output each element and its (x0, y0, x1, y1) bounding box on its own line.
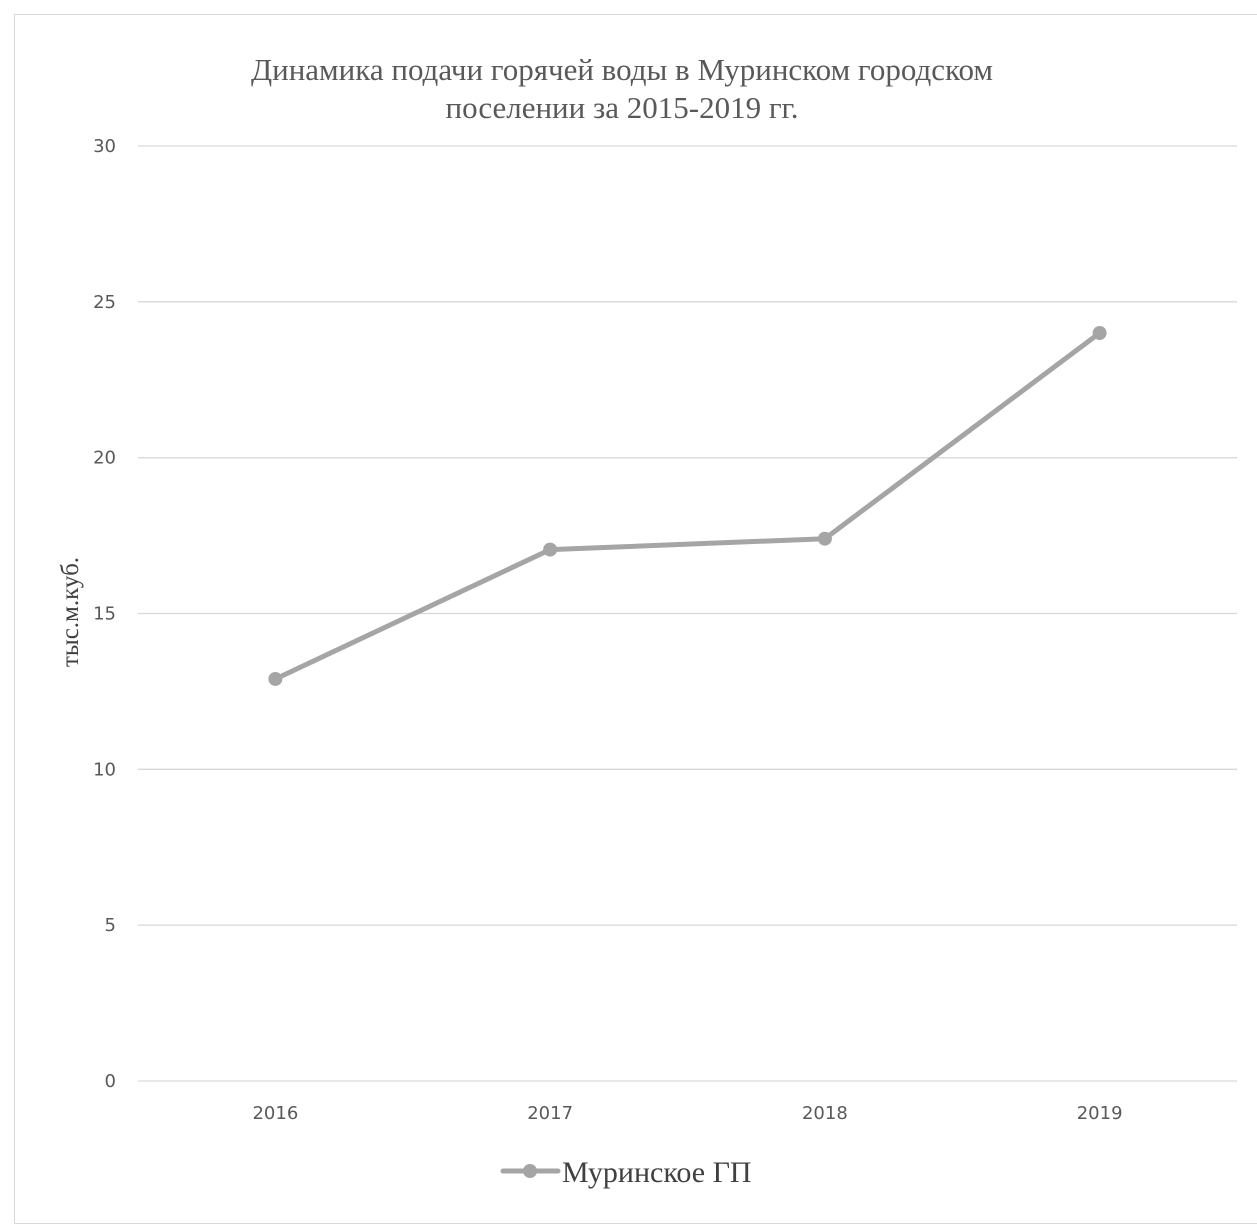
data-point (817, 531, 832, 546)
y-axis-label: тыс.м.куб. (57, 557, 84, 667)
x-tick-label: 2019 (1077, 1103, 1123, 1124)
x-tick-label: 2017 (527, 1103, 573, 1124)
y-tick-label: 5 (105, 915, 116, 936)
chart-title-line-2: поселении за 2015-2019 гг. (445, 90, 798, 125)
x-tick-label: 2018 (802, 1103, 848, 1124)
y-tick-label: 15 (93, 604, 116, 625)
y-tick-label: 0 (105, 1071, 116, 1092)
data-point (1092, 326, 1107, 340)
data-point (268, 671, 283, 686)
y-tick-label: 30 (93, 136, 116, 157)
x-tick-label: 2016 (252, 1103, 298, 1124)
y-tick-label: 20 (93, 448, 116, 469)
x-axis-ticks: 2016 2017 2018 2019 (252, 1103, 1122, 1124)
y-tick-label: 10 (93, 759, 116, 780)
y-tick-label: 25 (93, 292, 116, 313)
series-line (272, 330, 1103, 682)
gridlines (138, 145, 1237, 1082)
series-layer (268, 326, 1107, 686)
chart-title-line-1: Динамика подачи горячей воды в Муринском… (251, 52, 993, 87)
chart-frame (14, 14, 1257, 1224)
data-point (543, 542, 558, 557)
legend-label: Муринское ГП (562, 1156, 752, 1189)
legend-marker (523, 1164, 537, 1178)
legend: Муринское ГП (500, 1156, 752, 1189)
y-axis-ticks: 0 5 10 15 20 25 30 (93, 136, 116, 1092)
